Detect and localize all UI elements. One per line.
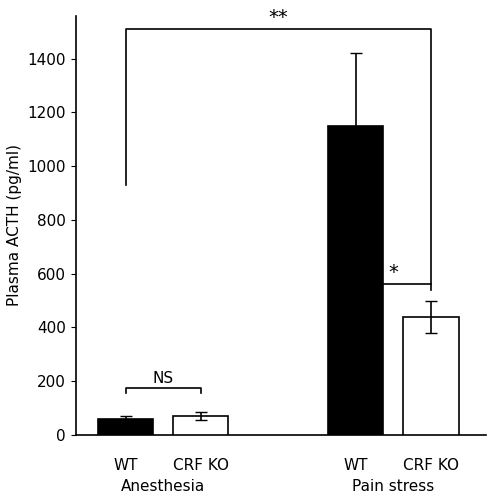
Text: WT: WT	[113, 458, 138, 473]
Bar	[98, 419, 153, 435]
Text: NS: NS	[153, 371, 174, 386]
Y-axis label: Plasma ACTH (pg/ml): Plasma ACTH (pg/ml)	[7, 144, 22, 306]
Text: **: **	[269, 8, 288, 27]
Bar	[328, 126, 384, 435]
Text: CRF KO: CRF KO	[403, 458, 459, 473]
Text: Anesthesia: Anesthesia	[121, 479, 206, 494]
Text: *: *	[388, 264, 398, 282]
Text: CRF KO: CRF KO	[173, 458, 229, 473]
Text: WT: WT	[344, 458, 368, 473]
Bar	[174, 416, 228, 435]
Bar	[403, 316, 458, 435]
Text: Pain stress: Pain stress	[352, 479, 435, 494]
